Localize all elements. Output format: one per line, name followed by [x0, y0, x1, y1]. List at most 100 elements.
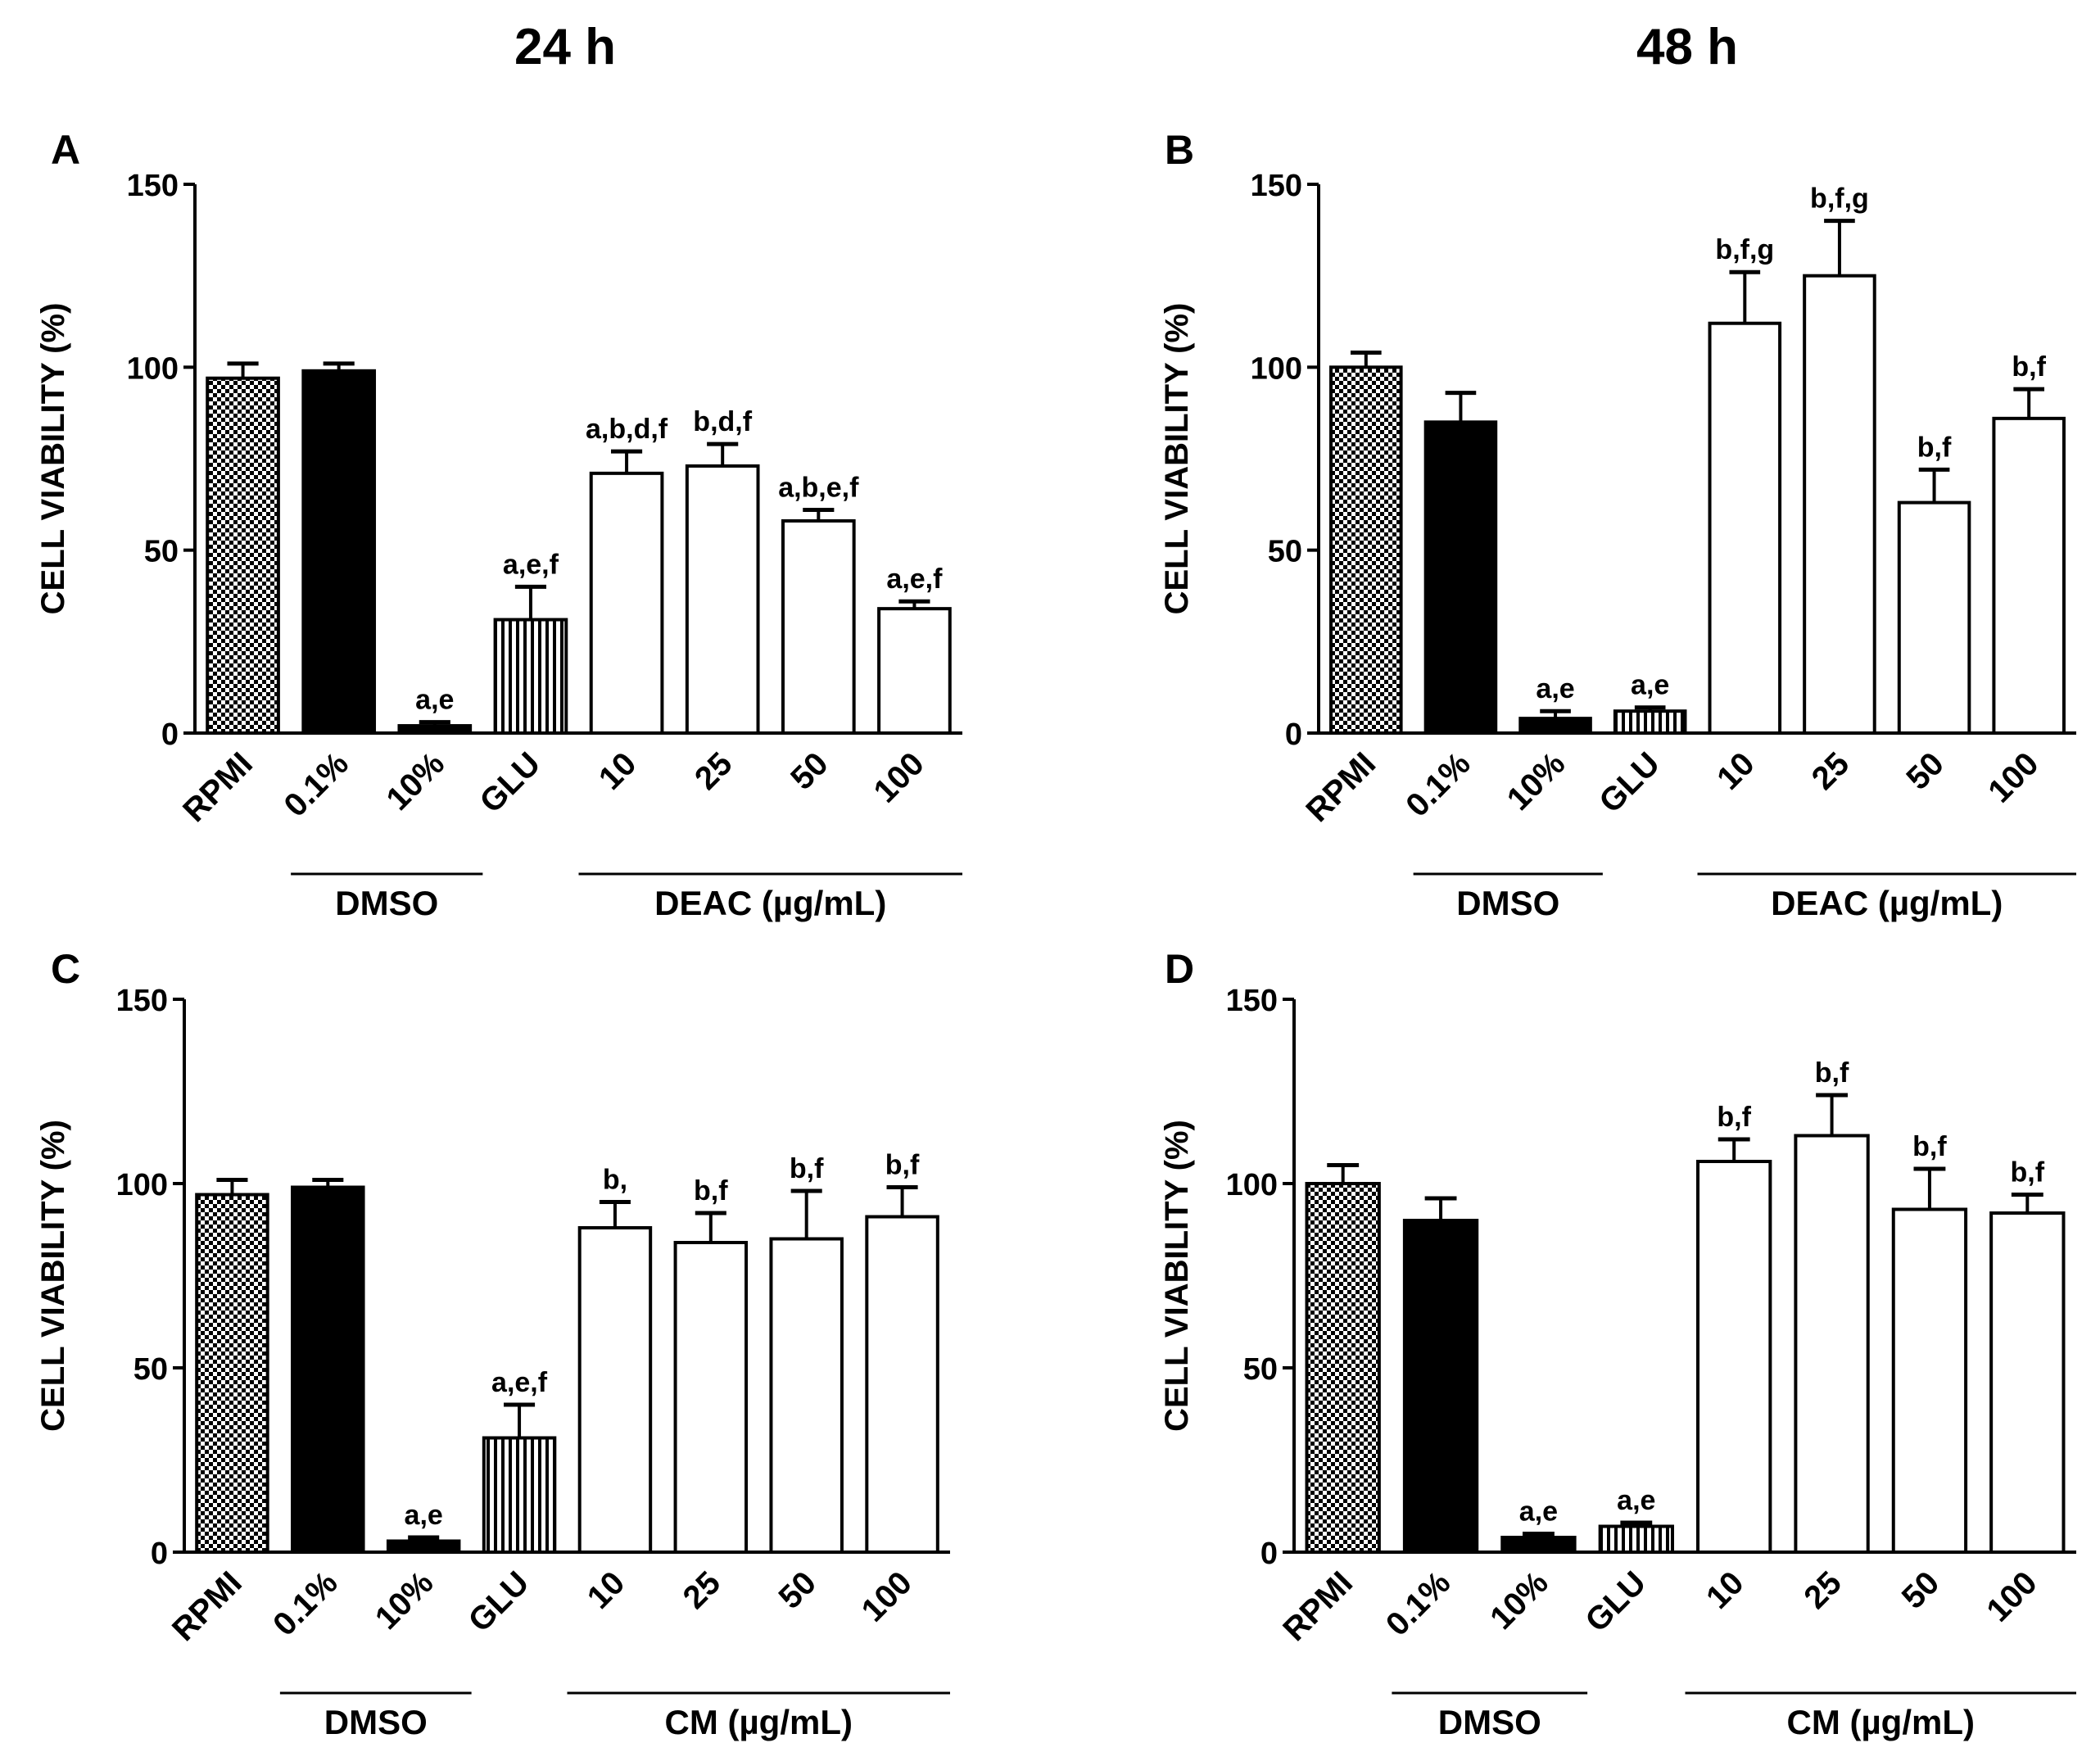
group-label-d-1: CM (µg/mL): [1787, 1703, 1975, 1741]
bar-d-2: [1500, 1536, 1577, 1554]
significance-label-d-3: a,e: [1617, 1485, 1655, 1516]
significance-label-a-5: b,d,f: [693, 406, 752, 437]
bar-c-5: [673, 1241, 749, 1554]
bar-c-2: [386, 1539, 461, 1554]
significance-label-c-5: b,f: [694, 1175, 728, 1206]
group-label-a-1: DEAC (µg/mL): [654, 884, 886, 922]
y-tick-label-d-0: 0: [1260, 1537, 1278, 1571]
bar-b-0: [1329, 365, 1403, 735]
bar-a-6: [781, 518, 856, 736]
bar-c-4: [577, 1226, 653, 1554]
significance-label-d-6: b,f: [1912, 1131, 1947, 1162]
bar-c-1: [291, 1185, 365, 1554]
y-tick-label-a-50: 50: [144, 535, 179, 569]
group-label-c-0: DMSO: [324, 1703, 428, 1741]
bar-a-4: [589, 471, 664, 735]
bar-c-6: [769, 1237, 844, 1554]
significance-label-d-4: b,f: [1717, 1102, 1751, 1133]
x-tick-label-b-0: RPMI: [1299, 745, 1383, 829]
x-tick-label-a-6: 50: [784, 745, 835, 797]
panel-label-d: D: [1165, 946, 1194, 992]
significance-label-c-4: b,: [603, 1165, 627, 1196]
y-tick-label-a-0: 0: [161, 718, 179, 752]
group-label-b-1: DEAC (µg/mL): [1771, 884, 2003, 922]
x-tick-label-a-3: GLU: [473, 745, 547, 820]
bar-a-0: [206, 376, 280, 735]
bar-d-1: [1402, 1219, 1479, 1554]
x-tick-label-c-2: 10%: [369, 1564, 441, 1637]
x-tick-label-c-5: 25: [677, 1564, 728, 1616]
bar-d-0: [1305, 1182, 1381, 1554]
x-tick-label-c-1: 0.1%: [266, 1564, 345, 1643]
significance-label-c-2: a,e: [405, 1500, 443, 1531]
bar-b-6: [1897, 500, 1971, 735]
bar-a-1: [301, 369, 377, 735]
x-tick-label-b-5: 25: [1805, 745, 1857, 797]
bar-a-7: [877, 607, 952, 736]
panel-label-b: B: [1165, 127, 1194, 173]
y-tick-label-b-100: 100: [1251, 351, 1302, 386]
x-tick-label-d-1: 0.1%: [1379, 1564, 1458, 1643]
significance-label-b-2: a,e: [1536, 673, 1574, 704]
x-tick-label-a-0: RPMI: [176, 745, 260, 829]
significance-label-b-6: b,f: [1917, 432, 1952, 463]
x-tick-label-d-0: RPMI: [1276, 1564, 1360, 1648]
bar-d-7: [1989, 1211, 2066, 1554]
y-tick-label-b-150: 150: [1251, 169, 1302, 203]
significance-label-b-3: a,e: [1631, 670, 1669, 701]
y-tick-label-b-50: 50: [1268, 535, 1302, 569]
x-tick-label-b-4: 10: [1710, 745, 1762, 797]
x-tick-label-c-7: 100: [855, 1564, 919, 1628]
bar-d-4: [1696, 1160, 1772, 1554]
significance-label-c-7: b,f: [885, 1150, 920, 1181]
significance-label-a-6: a,b,e,f: [778, 473, 859, 504]
y-tick-label-a-150: 150: [127, 169, 179, 203]
y-tick-label-c-100: 100: [116, 1168, 168, 1202]
x-tick-label-b-1: 0.1%: [1399, 745, 1478, 824]
bar-b-4: [1708, 321, 1782, 735]
x-tick-label-c-3: GLU: [462, 1564, 536, 1639]
significance-label-b-5: b,f,g: [1810, 183, 1869, 215]
bar-c-0: [195, 1193, 269, 1554]
x-tick-label-c-4: 10: [581, 1564, 632, 1616]
y-axis-label-c: CELL VIABILITY (%): [35, 1120, 71, 1432]
x-tick-label-d-3: GLU: [1578, 1564, 1653, 1639]
significance-label-d-2: a,e: [1519, 1496, 1558, 1528]
y-tick-label-d-50: 50: [1243, 1352, 1278, 1387]
y-tick-label-d-100: 100: [1226, 1168, 1278, 1202]
x-tick-label-d-2: 10%: [1483, 1564, 1555, 1637]
x-tick-label-d-6: 50: [1895, 1564, 1947, 1616]
significance-label-a-7: a,e,f: [886, 564, 943, 595]
x-tick-label-b-2: 10%: [1500, 745, 1573, 817]
bar-d-3: [1598, 1524, 1674, 1554]
x-tick-label-a-5: 25: [688, 745, 740, 797]
group-label-d-0: DMSO: [1438, 1703, 1541, 1741]
y-tick-label-a-100: 100: [127, 351, 179, 386]
x-tick-label-b-6: 50: [1899, 745, 1951, 797]
significance-label-d-7: b,f: [2011, 1157, 2045, 1188]
y-axis-label-a: CELL VIABILITY (%): [35, 303, 71, 615]
y-tick-label-c-50: 50: [134, 1352, 168, 1387]
significance-label-a-3: a,e,f: [503, 549, 559, 580]
significance-label-b-7: b,f: [2012, 351, 2046, 383]
x-tick-label-b-3: GLU: [1592, 745, 1667, 820]
column-title-48h: 48 h: [1636, 19, 1739, 75]
y-tick-label-c-0: 0: [151, 1537, 168, 1571]
bar-d-6: [1891, 1207, 1968, 1554]
significance-label-b-4: b,f,g: [1715, 234, 1774, 265]
bar-a-5: [685, 464, 760, 736]
significance-label-a-4: a,b,d,f: [586, 414, 668, 445]
bar-b-3: [1613, 709, 1687, 736]
bar-b-5: [1803, 274, 1876, 735]
bar-c-7: [865, 1215, 939, 1554]
significance-label-a-2: a,e: [415, 685, 454, 716]
group-label-a-0: DMSO: [335, 884, 438, 922]
panel-label-c: C: [51, 946, 80, 992]
group-label-c-1: CM (µg/mL): [665, 1703, 853, 1741]
x-tick-label-a-7: 100: [867, 745, 930, 809]
y-axis-label-b: CELL VIABILITY (%): [1159, 303, 1195, 615]
x-tick-label-b-7: 100: [1981, 745, 2045, 809]
x-tick-label-d-7: 100: [1980, 1564, 2043, 1628]
x-tick-label-c-6: 50: [772, 1564, 823, 1616]
bar-d-5: [1794, 1134, 1870, 1554]
